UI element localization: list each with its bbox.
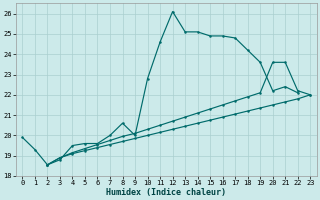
X-axis label: Humidex (Indice chaleur): Humidex (Indice chaleur) bbox=[106, 188, 226, 197]
